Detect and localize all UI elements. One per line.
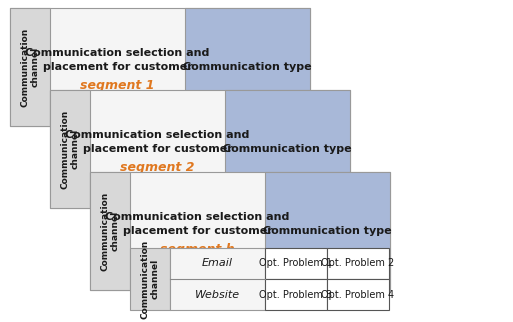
FancyBboxPatch shape — [10, 8, 50, 126]
Text: Communication
channel: Communication channel — [140, 239, 160, 319]
FancyBboxPatch shape — [265, 248, 327, 279]
Text: placement for customer: placement for customer — [83, 144, 232, 154]
Text: segment 1: segment 1 — [80, 79, 155, 91]
Text: Email: Email — [202, 259, 233, 269]
FancyBboxPatch shape — [327, 279, 389, 310]
Text: Website: Website — [195, 289, 240, 299]
FancyBboxPatch shape — [90, 172, 130, 290]
Text: segment h: segment h — [160, 242, 235, 255]
Text: Opt. Problem 1: Opt. Problem 1 — [260, 259, 332, 269]
Text: Opt. Problem 2: Opt. Problem 2 — [321, 259, 394, 269]
Text: Communication type: Communication type — [223, 144, 352, 154]
FancyBboxPatch shape — [265, 279, 327, 310]
FancyBboxPatch shape — [90, 172, 390, 290]
FancyBboxPatch shape — [265, 172, 390, 290]
FancyBboxPatch shape — [10, 8, 310, 126]
Text: Communication type: Communication type — [263, 226, 392, 236]
Text: Communication type: Communication type — [183, 62, 312, 72]
FancyBboxPatch shape — [225, 90, 350, 208]
Text: Communication selection and: Communication selection and — [65, 130, 250, 140]
Text: Communication
channel: Communication channel — [61, 109, 80, 189]
Text: Opt. Problem 3: Opt. Problem 3 — [260, 289, 332, 299]
Text: placement for customer: placement for customer — [123, 226, 272, 236]
Text: Communication selection and: Communication selection and — [105, 212, 290, 222]
Text: segment 2: segment 2 — [120, 160, 195, 174]
FancyBboxPatch shape — [50, 90, 90, 208]
FancyBboxPatch shape — [50, 90, 350, 208]
FancyBboxPatch shape — [170, 248, 265, 310]
Text: Communication
channel: Communication channel — [101, 191, 120, 270]
FancyBboxPatch shape — [185, 8, 310, 126]
Text: Communication
channel: Communication channel — [21, 27, 40, 107]
Text: Opt. Problem 4: Opt. Problem 4 — [322, 289, 394, 299]
FancyBboxPatch shape — [327, 248, 389, 279]
Text: placement for customer: placement for customer — [43, 62, 192, 72]
FancyBboxPatch shape — [130, 248, 170, 310]
Text: Communication selection and: Communication selection and — [25, 48, 210, 58]
